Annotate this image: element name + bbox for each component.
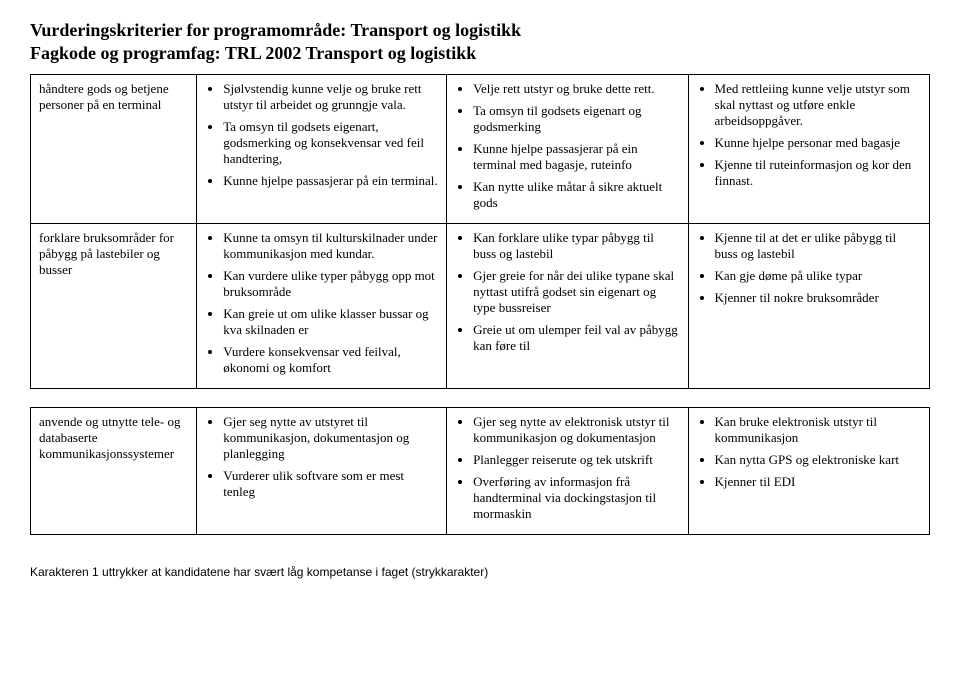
cell: Kan forklare ulike typar påbygg til buss…	[447, 224, 688, 389]
cell: Med rettleiing kunne velje utstyr som sk…	[688, 75, 929, 224]
table-row: forklare bruksområder for påbygg på last…	[31, 224, 930, 389]
page-subtitle: Fagkode og programfag: TRL 2002 Transpor…	[30, 43, 930, 64]
list-item: Sjølvstendig kunne velje og bruke rett u…	[223, 81, 438, 113]
list-item: Kan nytta GPS og elektroniske kart	[715, 452, 921, 468]
list-item: Kan nytte ulike måtar å sikre aktuelt go…	[473, 179, 679, 211]
list-item: Kjenne til ruteinformasjon og kor den fi…	[715, 157, 921, 189]
list-item: Ta omsyn til godsets eigenart, godsmerki…	[223, 119, 438, 167]
list-item: Kunne hjelpe passasjerar på ein terminal…	[223, 173, 438, 189]
list-item: Overføring av informasjon frå handtermin…	[473, 474, 679, 522]
cell: Velje rett utstyr og bruke dette rett. T…	[447, 75, 688, 224]
list-item: Ta omsyn til godsets eigenart og godsmer…	[473, 103, 679, 135]
spacer	[30, 389, 930, 407]
cell: Sjølvstendig kunne velje og bruke rett u…	[197, 75, 447, 224]
page-title: Vurderingskriterier for programområde: T…	[30, 20, 930, 41]
criteria-table-2: anvende og utnytte tele- og databaserte …	[30, 407, 930, 535]
list-item: Kunne ta omsyn til kulturskilnader under…	[223, 230, 438, 262]
list-item: Gjer seg nytte av utstyret til kommunika…	[223, 414, 438, 462]
list-item: Gjer greie for når dei ulike typane skal…	[473, 268, 679, 316]
list-item: Kjenne til at det er ulike påbygg til bu…	[715, 230, 921, 262]
table-row: anvende og utnytte tele- og databaserte …	[31, 408, 930, 535]
list-item: Planlegger reiserute og tek utskrift	[473, 452, 679, 468]
list-item: Kunne hjelpe passasjerar på ein terminal…	[473, 141, 679, 173]
list-item: Vurderer ulik softvare som er mest tenle…	[223, 468, 438, 500]
row-label: forklare bruksområder for påbygg på last…	[31, 224, 197, 389]
list-item: Kunne hjelpe personar med bagasje	[715, 135, 921, 151]
list-item: Velje rett utstyr og bruke dette rett.	[473, 81, 679, 97]
cell: Gjer seg nytte av elektronisk utstyr til…	[447, 408, 688, 535]
list-item: Kan greie ut om ulike klasser bussar og …	[223, 306, 438, 338]
list-item: Kan gje døme på ulike typar	[715, 268, 921, 284]
row-label: anvende og utnytte tele- og databaserte …	[31, 408, 197, 535]
list-item: Kjenner til nokre bruksområder	[715, 290, 921, 306]
list-item: Gjer seg nytte av elektronisk utstyr til…	[473, 414, 679, 446]
cell: Kunne ta omsyn til kulturskilnader under…	[197, 224, 447, 389]
list-item: Kjenner til EDI	[715, 474, 921, 490]
cell: Gjer seg nytte av utstyret til kommunika…	[197, 408, 447, 535]
footer-note: Karakteren 1 uttrykker at kandidatene ha…	[30, 565, 930, 579]
list-item: Greie ut om ulemper feil val av påbygg k…	[473, 322, 679, 354]
list-item: Kan forklare ulike typar påbygg til buss…	[473, 230, 679, 262]
list-item: Vurdere konsekvensar ved feilval, økonom…	[223, 344, 438, 376]
list-item: Kan vurdere ulike typer påbygg opp mot b…	[223, 268, 438, 300]
criteria-table: håndtere gods og betjene personer på en …	[30, 74, 930, 389]
cell: Kan bruke elektronisk utstyr til kommuni…	[688, 408, 929, 535]
row-label: håndtere gods og betjene personer på en …	[31, 75, 197, 224]
list-item: Med rettleiing kunne velje utstyr som sk…	[715, 81, 921, 129]
list-item: Kan bruke elektronisk utstyr til kommuni…	[715, 414, 921, 446]
cell: Kjenne til at det er ulike påbygg til bu…	[688, 224, 929, 389]
table-row: håndtere gods og betjene personer på en …	[31, 75, 930, 224]
